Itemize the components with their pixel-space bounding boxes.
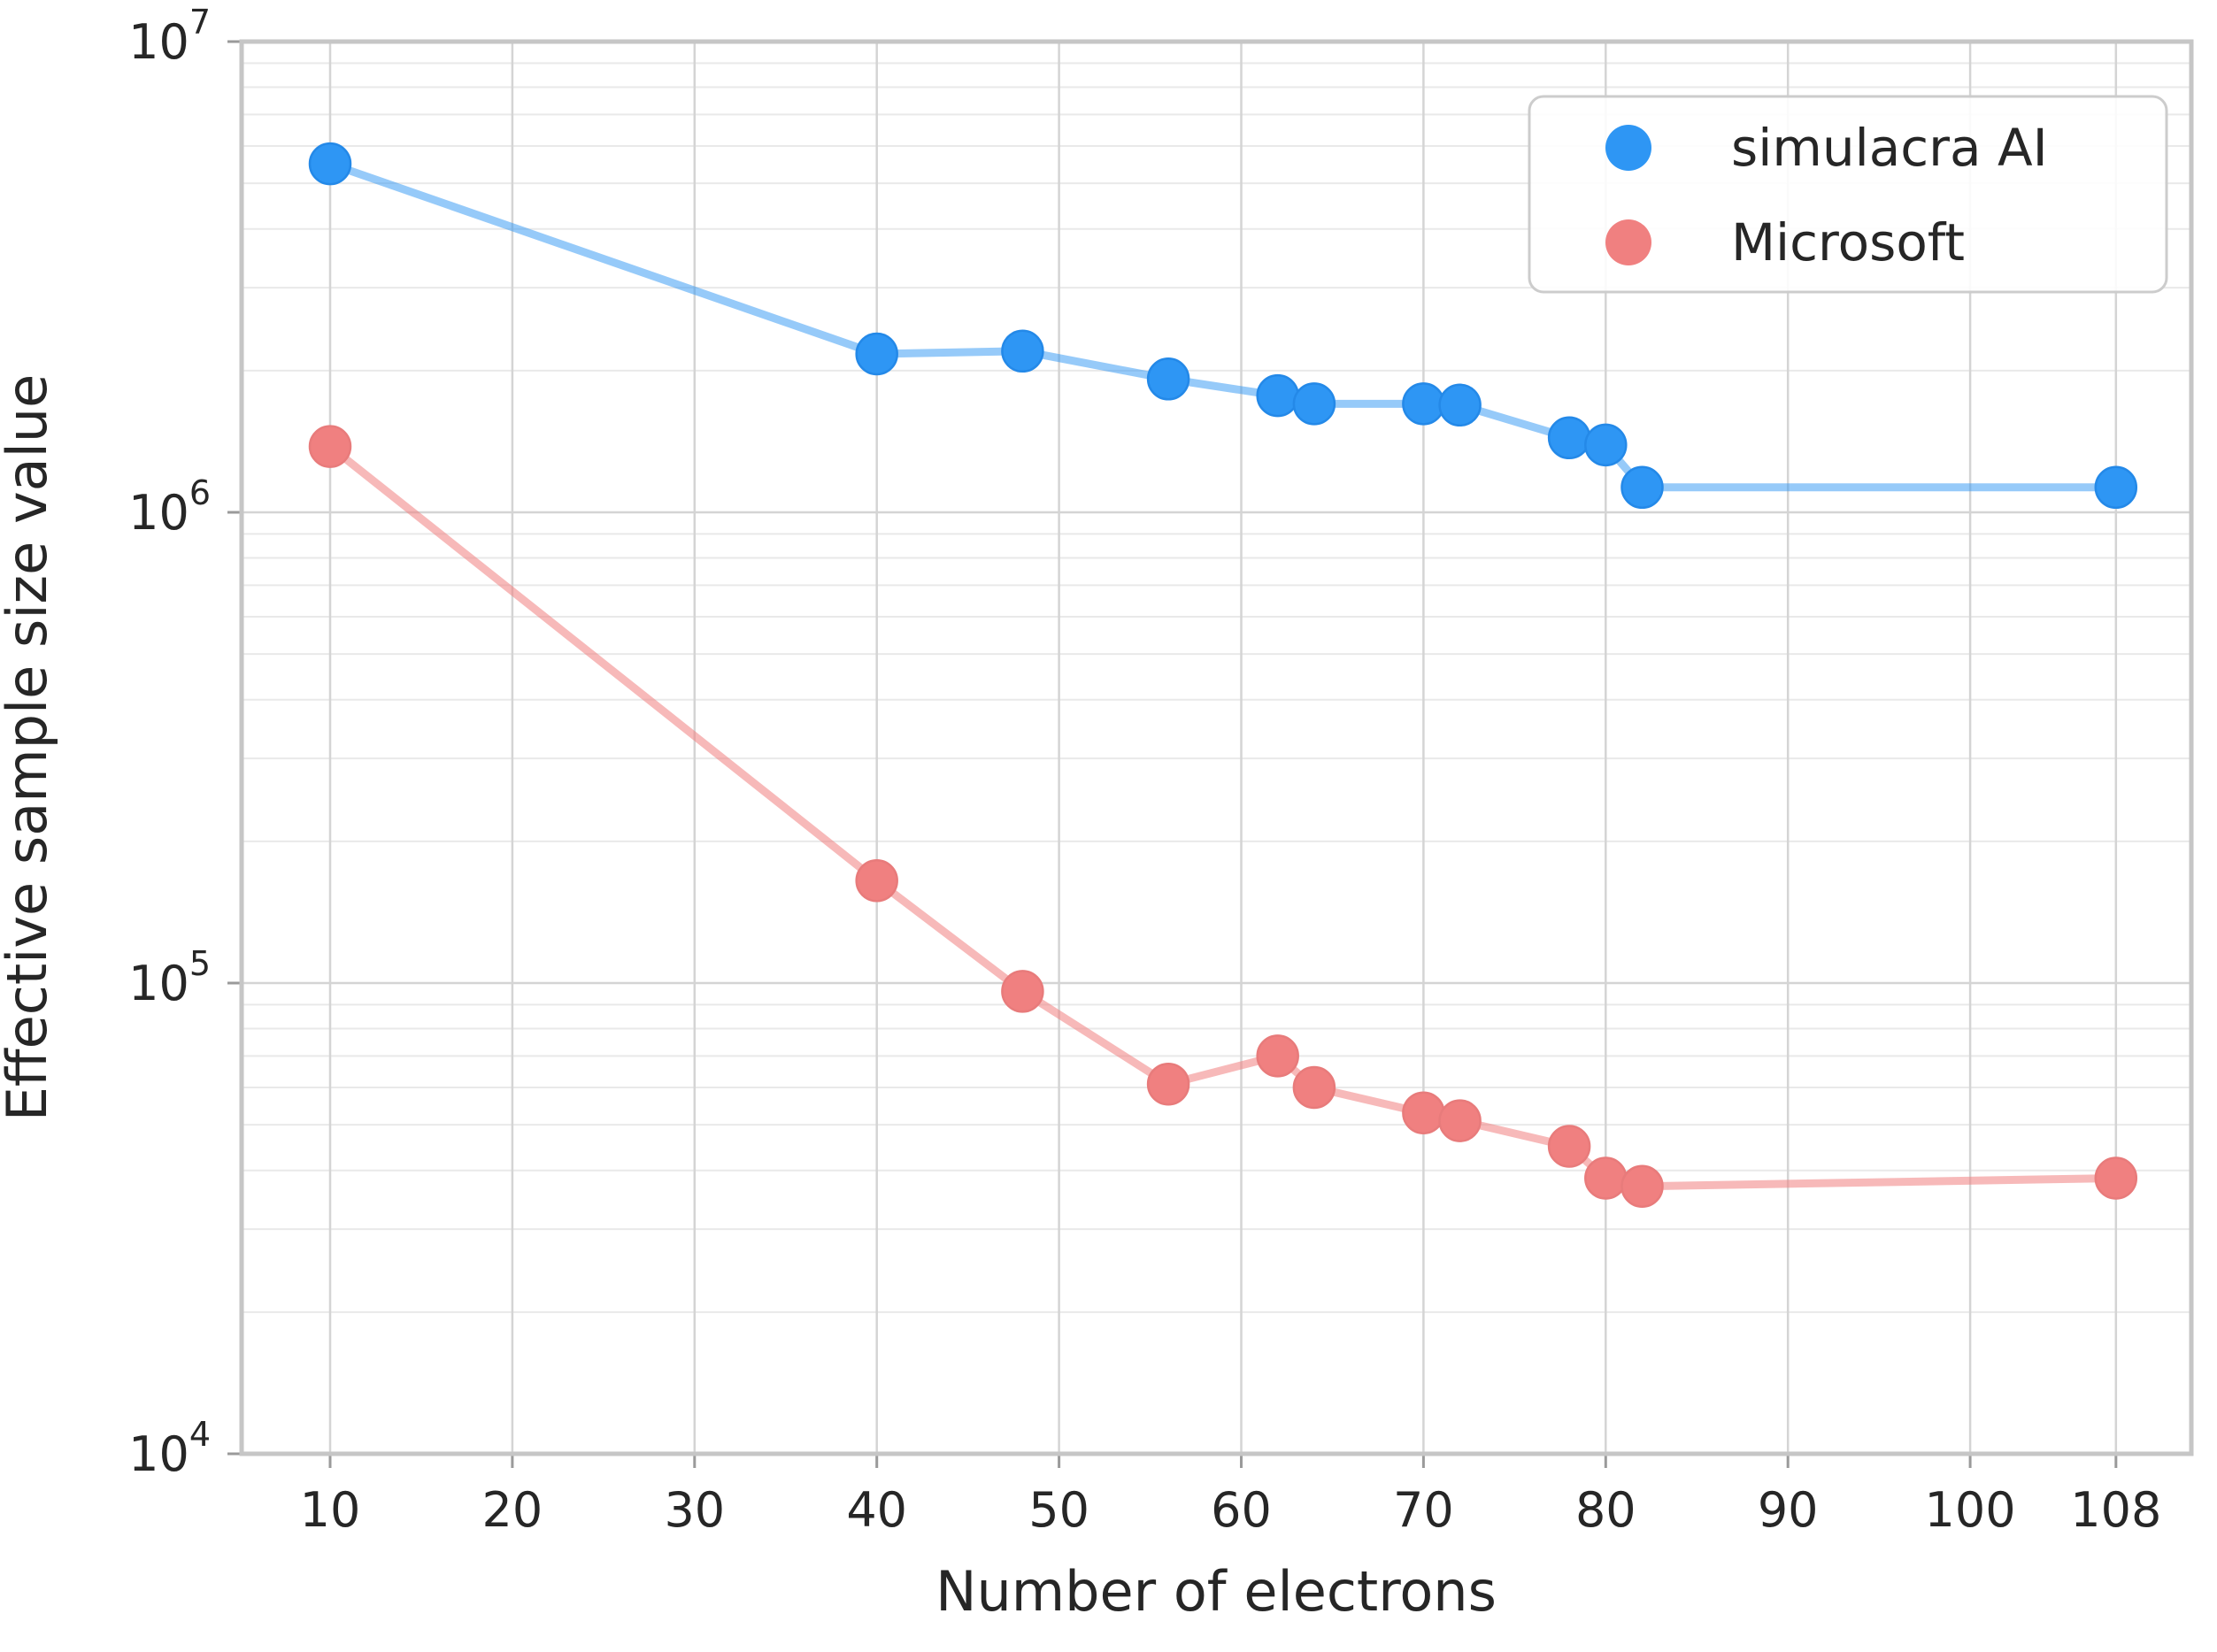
data-point	[1292, 1065, 1336, 1110]
legend: simulacra AI Microsoft	[1528, 95, 2168, 294]
data-point	[1001, 970, 1044, 1013]
data-point	[1584, 423, 1628, 467]
data-point	[2094, 465, 2138, 510]
legend-marker-simulacra	[1605, 125, 1651, 171]
legend-label-microsoft: Microsoft	[1731, 212, 1965, 273]
gridlines-vertical	[328, 42, 2118, 1454]
data-point	[1438, 383, 1482, 427]
data-point	[308, 142, 352, 186]
y-tick-label: 105	[128, 944, 211, 1011]
legend-box	[1528, 95, 2168, 294]
x-tick-label: 30	[664, 1482, 725, 1538]
x-tick-label: 10	[300, 1482, 361, 1538]
data-point	[1620, 465, 1664, 510]
x-tick-label: 70	[1393, 1482, 1454, 1538]
data-point	[1620, 1164, 1664, 1208]
y-axis-tick-labels: 104 105 106 107	[128, 3, 211, 1482]
series-simulacra-ai	[308, 142, 2138, 510]
y-tick-label: 106	[128, 473, 211, 541]
plot-border	[239, 39, 2194, 1456]
axis-tick-marks	[227, 40, 2118, 1468]
data-point	[2094, 1156, 2138, 1200]
data-point	[1402, 1091, 1445, 1134]
x-axis-tick-labels: 10 20 30 40 50 60 70 80 90 100 108	[300, 1482, 2162, 1538]
legend-marker-microsoft	[1605, 219, 1651, 265]
data-point	[1438, 1099, 1482, 1142]
x-tick-label: 20	[482, 1482, 543, 1538]
data-point	[1584, 1156, 1628, 1200]
x-tick-label: 60	[1211, 1482, 1272, 1538]
legend-label-simulacra: simulacra AI	[1731, 118, 2048, 178]
data-point	[1146, 357, 1190, 401]
data-point	[1256, 1034, 1299, 1078]
y-tick-label: 104	[128, 1415, 211, 1482]
data-point	[1547, 416, 1591, 460]
y-axis-title: Effective sample size value	[0, 374, 59, 1122]
x-axis-title: Number of electrons	[935, 1559, 1497, 1624]
data-point	[1547, 1125, 1591, 1168]
data-point	[1256, 373, 1299, 418]
series-microsoft	[308, 425, 2138, 1208]
data-point	[1146, 1062, 1190, 1106]
x-tick-label: 50	[1028, 1482, 1089, 1538]
y-tick-label: 107	[128, 3, 211, 70]
x-tick-label: 90	[1758, 1482, 1819, 1538]
data-series-layer	[308, 142, 2138, 1208]
x-tick-label: 80	[1575, 1482, 1636, 1538]
x-tick-label: 108	[2070, 1482, 2161, 1538]
data-point	[1402, 382, 1445, 426]
data-point	[855, 332, 898, 376]
x-tick-label: 40	[846, 1482, 907, 1538]
data-point	[855, 859, 898, 903]
data-point	[1001, 329, 1044, 373]
x-tick-label: 100	[1925, 1482, 2016, 1538]
data-point	[1292, 382, 1336, 426]
data-point	[308, 425, 352, 468]
